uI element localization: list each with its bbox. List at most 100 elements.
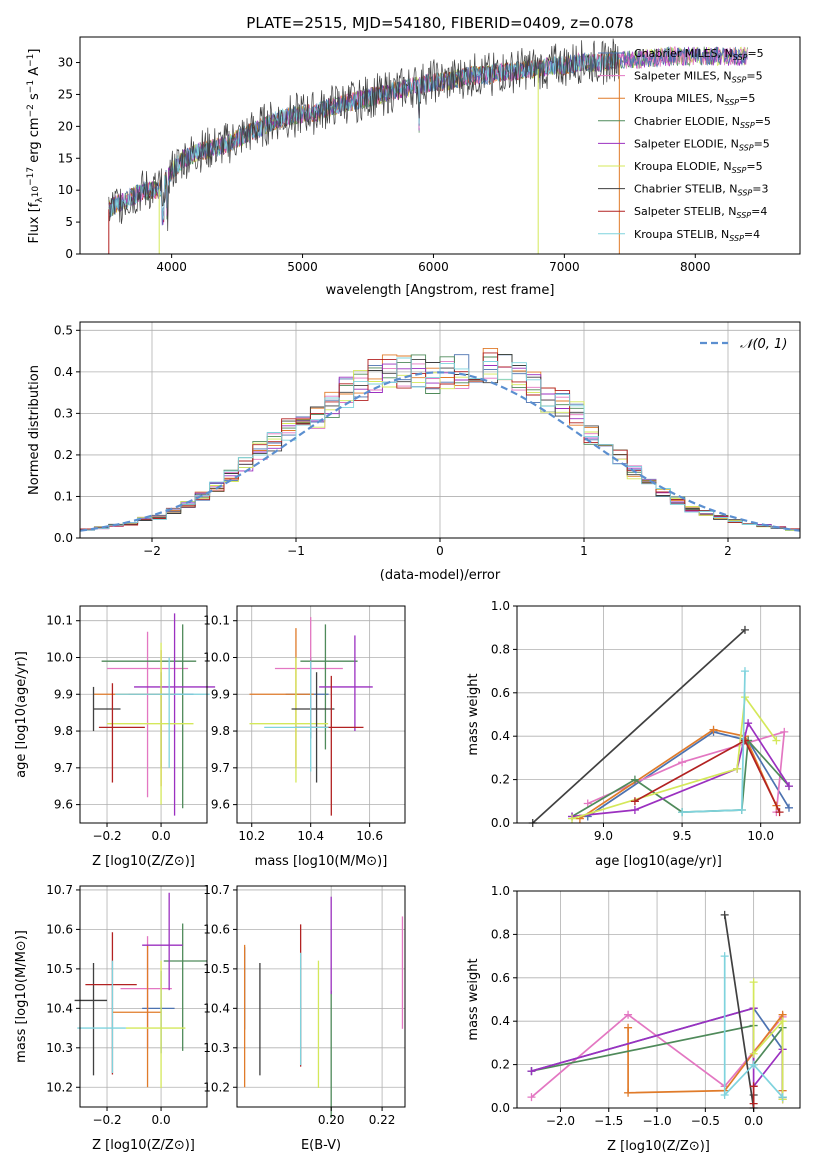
legend-sub: SSP — [733, 53, 748, 62]
legend-sub: SSP — [724, 98, 739, 107]
mass-weight-marker — [527, 1093, 536, 1102]
y-tick-label: 0.0 — [491, 1101, 510, 1115]
histogram-step — [79, 357, 800, 538]
y-tick-label: 10.0 — [46, 650, 73, 664]
mass-weight-marker — [630, 775, 639, 784]
x-axis-label: Z [log10(Z/Z⊙)] — [92, 854, 195, 869]
mass-weight-vs-metallicity-panel: −2.0 −1.5 −1.0 −0.5 0.0 0.0 0.2 0.4 0.6 0.8 1.0 Z [… — [466, 884, 801, 1154]
mass-vs-ebv-panel: 0.20 0.22 10.2 10.3 10.4 10.5 10.6 10.7 E(B-V) — [203, 883, 406, 1153]
x-tick-label: 0.22 — [369, 1113, 396, 1127]
legend-value: =5 — [755, 115, 771, 128]
mass-weight-marker — [583, 799, 592, 808]
mass-weight-marker — [778, 1017, 787, 1026]
x-tick-label: 9.0 — [594, 829, 613, 843]
legend-label: Kroupa STELIB, NSSP=4 — [634, 228, 760, 243]
y-tick-label: 10.3 — [203, 1041, 230, 1055]
y-tick-label: 10.7 — [203, 883, 230, 897]
legend-name: Kroupa ELODIE, N — [634, 160, 732, 173]
mass-weight-marker — [775, 808, 784, 817]
y-tick-label: 10.6 — [203, 922, 230, 936]
x-axis-label: E(B-V) — [301, 1138, 341, 1153]
y-tick-label: 10.4 — [46, 1001, 73, 1015]
residual-histogram-panel: −2 −1 0 1 2 0.0 0.1 0.2 0.3 0.4 0.5 (data-model)/er… — [27, 321, 801, 583]
legend-name: Chabrier MILES, N — [634, 47, 733, 60]
y-tick-label: 25 — [58, 87, 73, 101]
y-axis-label: Flux [fλ10−17 erg cm−2 s−1 A−1] — [26, 49, 45, 244]
y-tick-label: 9.6 — [211, 798, 230, 812]
y-tick-label: 0.1 — [54, 489, 73, 503]
x-tick-label: −0.2 — [92, 829, 121, 843]
mass-weight-line — [587, 730, 790, 818]
y-tick-label: 1.0 — [491, 884, 510, 898]
y-tick-label: 0.2 — [491, 773, 510, 787]
y-axis-label-part: erg cm — [27, 117, 42, 166]
mass-weight-line — [587, 730, 786, 813]
x-tick-label: 10.2 — [238, 829, 265, 843]
legend-value: =4 — [744, 228, 760, 241]
x-tick-label: −1.5 — [594, 1114, 623, 1128]
y-tick-label: 9.8 — [54, 724, 73, 738]
y-axis-label-part: −1 — [26, 54, 36, 67]
legend-value: =3 — [752, 183, 768, 196]
y-tick-label: 0.2 — [491, 1058, 510, 1072]
axes-frame — [516, 605, 801, 824]
y-axis-label: Normed distribution — [27, 365, 42, 495]
y-tick-label: 9.6 — [54, 798, 73, 812]
legend-name: Salpeter ELODIE, N — [634, 137, 739, 150]
y-axis-label-part: s — [27, 93, 42, 104]
legend-label: Chabrier STELIB, NSSP=3 — [634, 183, 768, 198]
mass-weight-marker — [749, 1082, 758, 1091]
mass-weight-marker — [678, 758, 687, 767]
mass-weight-marker — [709, 725, 718, 734]
x-tick-label: −2.0 — [546, 1114, 575, 1128]
mass-weight-marker — [720, 952, 729, 961]
y-tick-label: 0.3 — [54, 406, 73, 420]
y-tick-label: 10.2 — [203, 1080, 230, 1094]
x-tick-label: 2 — [724, 544, 732, 558]
y-axis-label-part: Flux [f — [27, 202, 42, 243]
x-tick-label: 1 — [580, 544, 588, 558]
y-tick-label: 0.6 — [491, 971, 510, 985]
mass-weight-line — [532, 629, 746, 824]
y-tick-label: 10.3 — [46, 1041, 73, 1055]
x-tick-label: 7000 — [549, 260, 580, 274]
legend-label: Kroupa MILES, NSSP=5 — [634, 92, 755, 107]
mass-weight-line — [723, 956, 784, 1098]
y-tick-label: 15 — [58, 151, 73, 165]
panel1-title: PLATE=2515, MJD=54180, FIBERID=0409, z=0… — [246, 14, 633, 32]
axes-frame — [516, 890, 801, 1109]
y-tick-label: 9.8 — [211, 724, 230, 738]
y-tick-label: 9.9 — [211, 687, 230, 701]
spectrum-panel: 4000 5000 6000 7000 8000 0 5 10 15 20 25 30 waveleng… — [26, 36, 801, 298]
y-tick-label: 0.8 — [491, 642, 510, 656]
legend-label: Kroupa ELODIE, NSSP=5 — [634, 160, 763, 175]
legend-sub: SSP — [736, 211, 751, 220]
x-tick-label: 0.20 — [318, 1113, 345, 1127]
mass-weight-marker — [749, 1099, 758, 1108]
y-tick-label: 10.7 — [46, 883, 73, 897]
x-tick-label: 6000 — [418, 260, 449, 274]
y-tick-label: 10.0 — [203, 650, 230, 664]
x-tick-label: 0.0 — [744, 1114, 763, 1128]
x-tick-label: 0.0 — [152, 1113, 171, 1127]
mass-weight-marker — [568, 814, 577, 823]
mass-weight-line — [752, 982, 784, 1100]
x-tick-label: −1.0 — [642, 1114, 671, 1128]
mass-weight-marker — [740, 625, 749, 634]
x-axis-label: mass [log10(M/M⊙)] — [255, 854, 388, 869]
y-tick-label: 5 — [65, 215, 73, 229]
y-axis-label-part: −2 — [26, 104, 36, 117]
x-tick-label: 9.5 — [673, 829, 692, 843]
y-tick-label: 0.0 — [54, 531, 73, 545]
legend-value: =5 — [739, 92, 755, 105]
gaussian-curve — [79, 371, 801, 532]
legend-value: =5 — [754, 137, 770, 150]
mass-weight-marker — [784, 782, 793, 791]
axes-frame — [236, 885, 406, 1108]
y-tick-label: 10.4 — [203, 1001, 230, 1015]
legend-sub: SSP — [738, 189, 753, 198]
legend-name: Salpeter MILES, N — [634, 70, 732, 83]
y-tick-label: 0.0 — [491, 816, 510, 830]
x-axis-label: age [log10(age/yr)] — [595, 854, 722, 869]
